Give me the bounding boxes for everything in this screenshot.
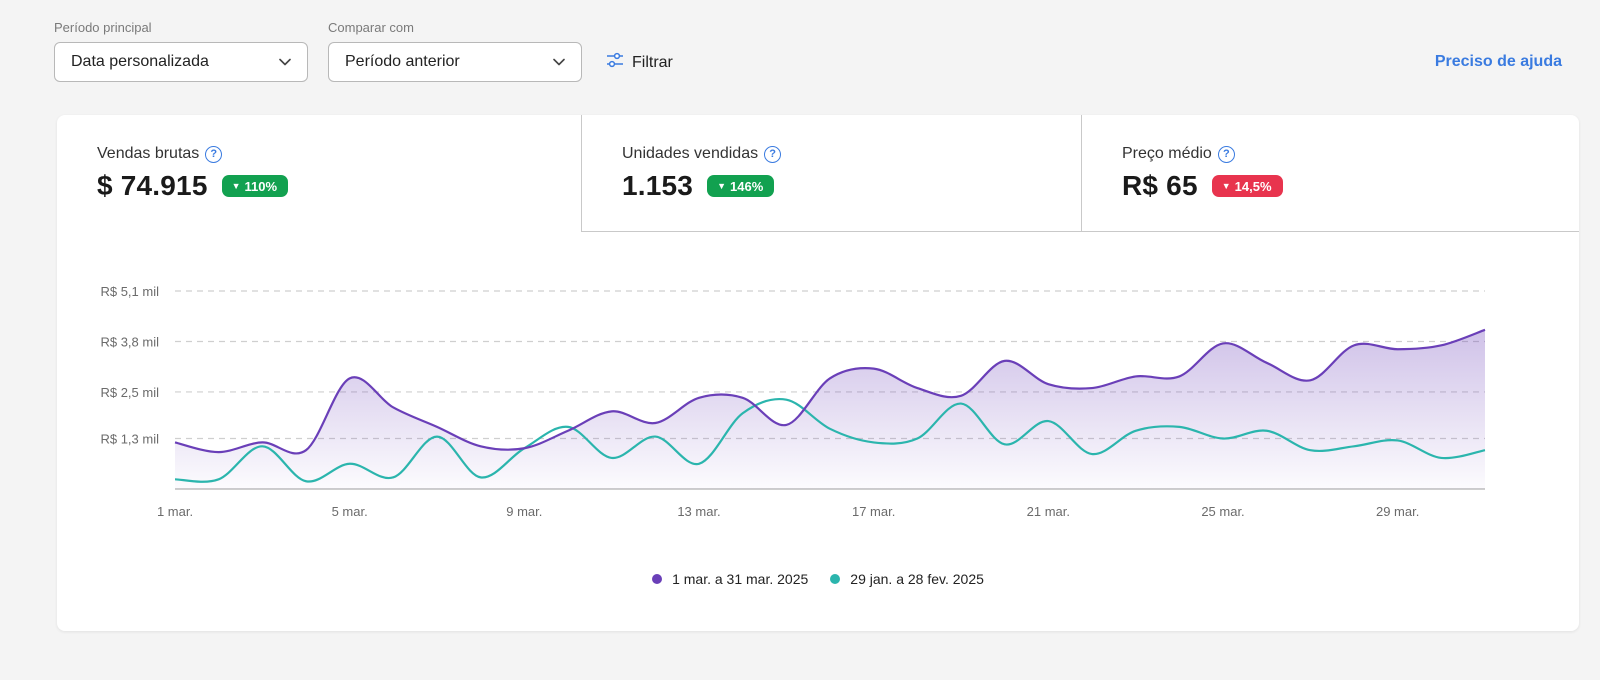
compare-select[interactable]: Período anterior — [328, 42, 582, 82]
x-tick-label: 17 mar. — [852, 504, 895, 519]
help-link[interactable]: Preciso de ajuda — [1434, 53, 1562, 70]
change-badge-value: 110% — [244, 178, 278, 194]
x-tick-label: 1 mar. — [157, 504, 193, 519]
tab-units-sold[interactable]: Unidades vendidas ? 1.153 ▼ 146% — [581, 115, 1081, 232]
compare-select-value: Período anterior — [345, 53, 460, 70]
change-badge: ▼ 110% — [221, 175, 289, 197]
legend-dot-previous — [830, 574, 841, 584]
tab-title: Preço médio — [1122, 145, 1212, 162]
chevron-down-icon — [553, 58, 565, 66]
period-select[interactable]: Data personalizada — [54, 42, 308, 82]
change-badge-value: 14,5% — [1234, 178, 1272, 194]
metric-value: R$ 65 — [1122, 170, 1198, 201]
triangle-down-icon: ▼ — [231, 181, 241, 191]
metric-value: 1.153 — [622, 170, 694, 201]
area-current — [175, 329, 1485, 489]
x-tick-label: 5 mar. — [332, 504, 368, 519]
tab-title: Unidades vendidas — [622, 145, 759, 162]
help-circle-icon[interactable]: ? — [764, 145, 782, 163]
filter-button-label: Filtrar — [632, 53, 673, 71]
change-badge-value: 146% — [730, 178, 764, 194]
compare-filter: Comparar com Período anterior — [328, 20, 582, 82]
legend-item-previous[interactable]: 29 jan. a 28 fev. 2025 — [830, 571, 984, 587]
legend-label: 29 jan. a 28 fev. 2025 — [850, 571, 984, 587]
y-tick-label: R$ 1,3 mil — [100, 432, 159, 447]
y-tick-label: R$ 2,5 mil — [100, 385, 159, 400]
x-tick-label: 9 mar. — [506, 504, 542, 519]
help-circle-icon[interactable]: ? — [1217, 145, 1235, 163]
y-tick-label: R$ 3,8 mil — [100, 334, 159, 349]
line-previous — [174, 398, 1486, 483]
chart-svg: R$ 1,3 mil R$ 2,5 mil R$ 3,8 mil R$ 5,1 mil… — [100, 284, 1486, 519]
change-badge: ▼ 14,5% — [1211, 175, 1283, 197]
period-filter: Período principal Data personalizada — [54, 20, 308, 82]
line-current — [174, 328, 1486, 455]
metric-tabs: Vendas brutas ? $ 74.915 ▼ 110% Unidades… — [57, 115, 1579, 232]
x-tick-label: 29 mar. — [1376, 504, 1419, 519]
metric-value: $ 74.915 — [97, 170, 208, 201]
chevron-down-icon — [279, 58, 291, 66]
y-tick-label: R$ 5,1 mil — [100, 284, 159, 299]
sales-chart: R$ 1,3 mil R$ 2,5 mil R$ 3,8 mil R$ 5,1 mil… — [57, 265, 1579, 525]
period-filter-label: Período principal — [54, 20, 152, 35]
triangle-down-icon: ▼ — [1221, 181, 1231, 191]
sliders-icon — [606, 52, 624, 73]
x-tick-label: 21 mar. — [1027, 504, 1070, 519]
legend-dot-current — [652, 574, 663, 584]
change-badge: ▼ 146% — [707, 175, 775, 197]
legend-label: 1 mar. a 31 mar. 2025 — [672, 571, 809, 587]
sales-card: Vendas brutas ? $ 74.915 ▼ 110% Unidades… — [57, 115, 1579, 631]
triangle-down-icon: ▼ — [717, 181, 726, 191]
legend-item-current[interactable]: 1 mar. a 31 mar. 2025 — [652, 571, 808, 587]
tab-title: Vendas brutas — [97, 145, 200, 162]
chart-legend: 1 mar. a 31 mar. 2025 29 jan. a 28 fev. … — [57, 571, 1579, 587]
x-tick-label: 13 mar. — [677, 504, 720, 519]
x-tick-label: 25 mar. — [1201, 504, 1244, 519]
period-select-value: Data personalizada — [71, 53, 209, 70]
filter-button[interactable]: Filtrar — [606, 52, 673, 73]
compare-filter-label: Comparar com — [328, 20, 414, 35]
tab-gross-sales[interactable]: Vendas brutas ? $ 74.915 ▼ 110% — [57, 115, 581, 232]
help-circle-icon[interactable]: ? — [205, 145, 223, 163]
tab-average-price[interactable]: Preço médio ? R$ 65 ▼ 14,5% — [1081, 115, 1579, 232]
